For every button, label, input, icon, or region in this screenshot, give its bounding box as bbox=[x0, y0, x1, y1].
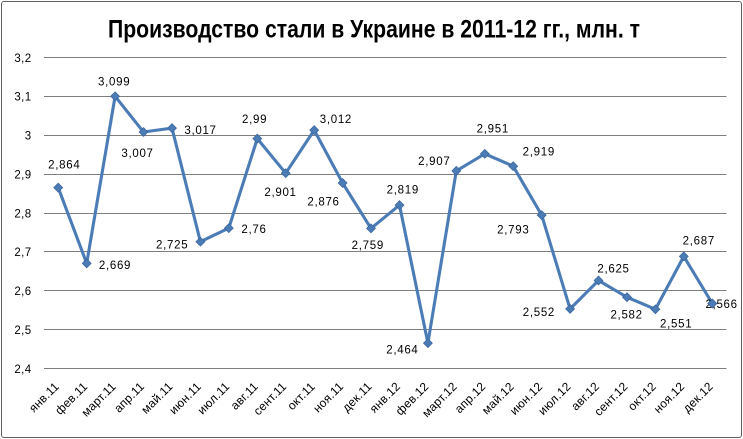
svg-text:2,582: 2,582 bbox=[610, 309, 642, 321]
svg-text:2,759: 2,759 bbox=[352, 240, 384, 252]
svg-text:2,99: 2,99 bbox=[242, 114, 267, 126]
svg-text:3,1: 3,1 bbox=[14, 92, 31, 104]
svg-text:Производство стали в Украине в: Производство стали в Украине в 2011-12 г… bbox=[108, 16, 640, 44]
svg-text:3,012: 3,012 bbox=[320, 114, 352, 126]
svg-text:2,876: 2,876 bbox=[307, 196, 339, 208]
svg-text:июл.11: июл.11 bbox=[195, 379, 233, 417]
svg-text:2,625: 2,625 bbox=[597, 264, 629, 276]
svg-text:дек.12: дек.12 bbox=[680, 379, 716, 415]
svg-text:3: 3 bbox=[25, 131, 32, 143]
svg-text:2,551: 2,551 bbox=[660, 319, 692, 331]
svg-text:2,793: 2,793 bbox=[497, 224, 529, 236]
svg-text:2,76: 2,76 bbox=[241, 224, 266, 236]
svg-text:2,4: 2,4 bbox=[14, 364, 31, 376]
svg-text:2,464: 2,464 bbox=[386, 344, 418, 356]
svg-text:3,099: 3,099 bbox=[98, 76, 130, 88]
svg-text:2,687: 2,687 bbox=[683, 235, 715, 247]
svg-text:2,819: 2,819 bbox=[387, 184, 419, 196]
svg-text:2,5: 2,5 bbox=[14, 325, 31, 337]
svg-text:3,007: 3,007 bbox=[121, 148, 153, 160]
svg-text:2,6: 2,6 bbox=[14, 286, 31, 298]
svg-text:3,017: 3,017 bbox=[184, 125, 216, 137]
svg-text:2,552: 2,552 bbox=[523, 307, 555, 319]
svg-text:2,901: 2,901 bbox=[264, 187, 296, 199]
svg-text:2,725: 2,725 bbox=[156, 239, 188, 251]
svg-text:2,864: 2,864 bbox=[48, 160, 80, 172]
svg-text:2,907: 2,907 bbox=[418, 156, 450, 168]
svg-text:3,2: 3,2 bbox=[14, 53, 31, 65]
svg-text:2,669: 2,669 bbox=[99, 260, 131, 272]
svg-text:ноя.11: ноя.11 bbox=[310, 379, 346, 415]
svg-text:2,919: 2,919 bbox=[523, 147, 555, 159]
svg-text:2,9: 2,9 bbox=[14, 169, 31, 181]
svg-text:ноя.12: ноя.12 bbox=[651, 379, 688, 416]
svg-text:2,951: 2,951 bbox=[477, 124, 509, 136]
svg-text:2,7: 2,7 bbox=[14, 247, 31, 259]
svg-text:2,8: 2,8 bbox=[14, 208, 31, 220]
